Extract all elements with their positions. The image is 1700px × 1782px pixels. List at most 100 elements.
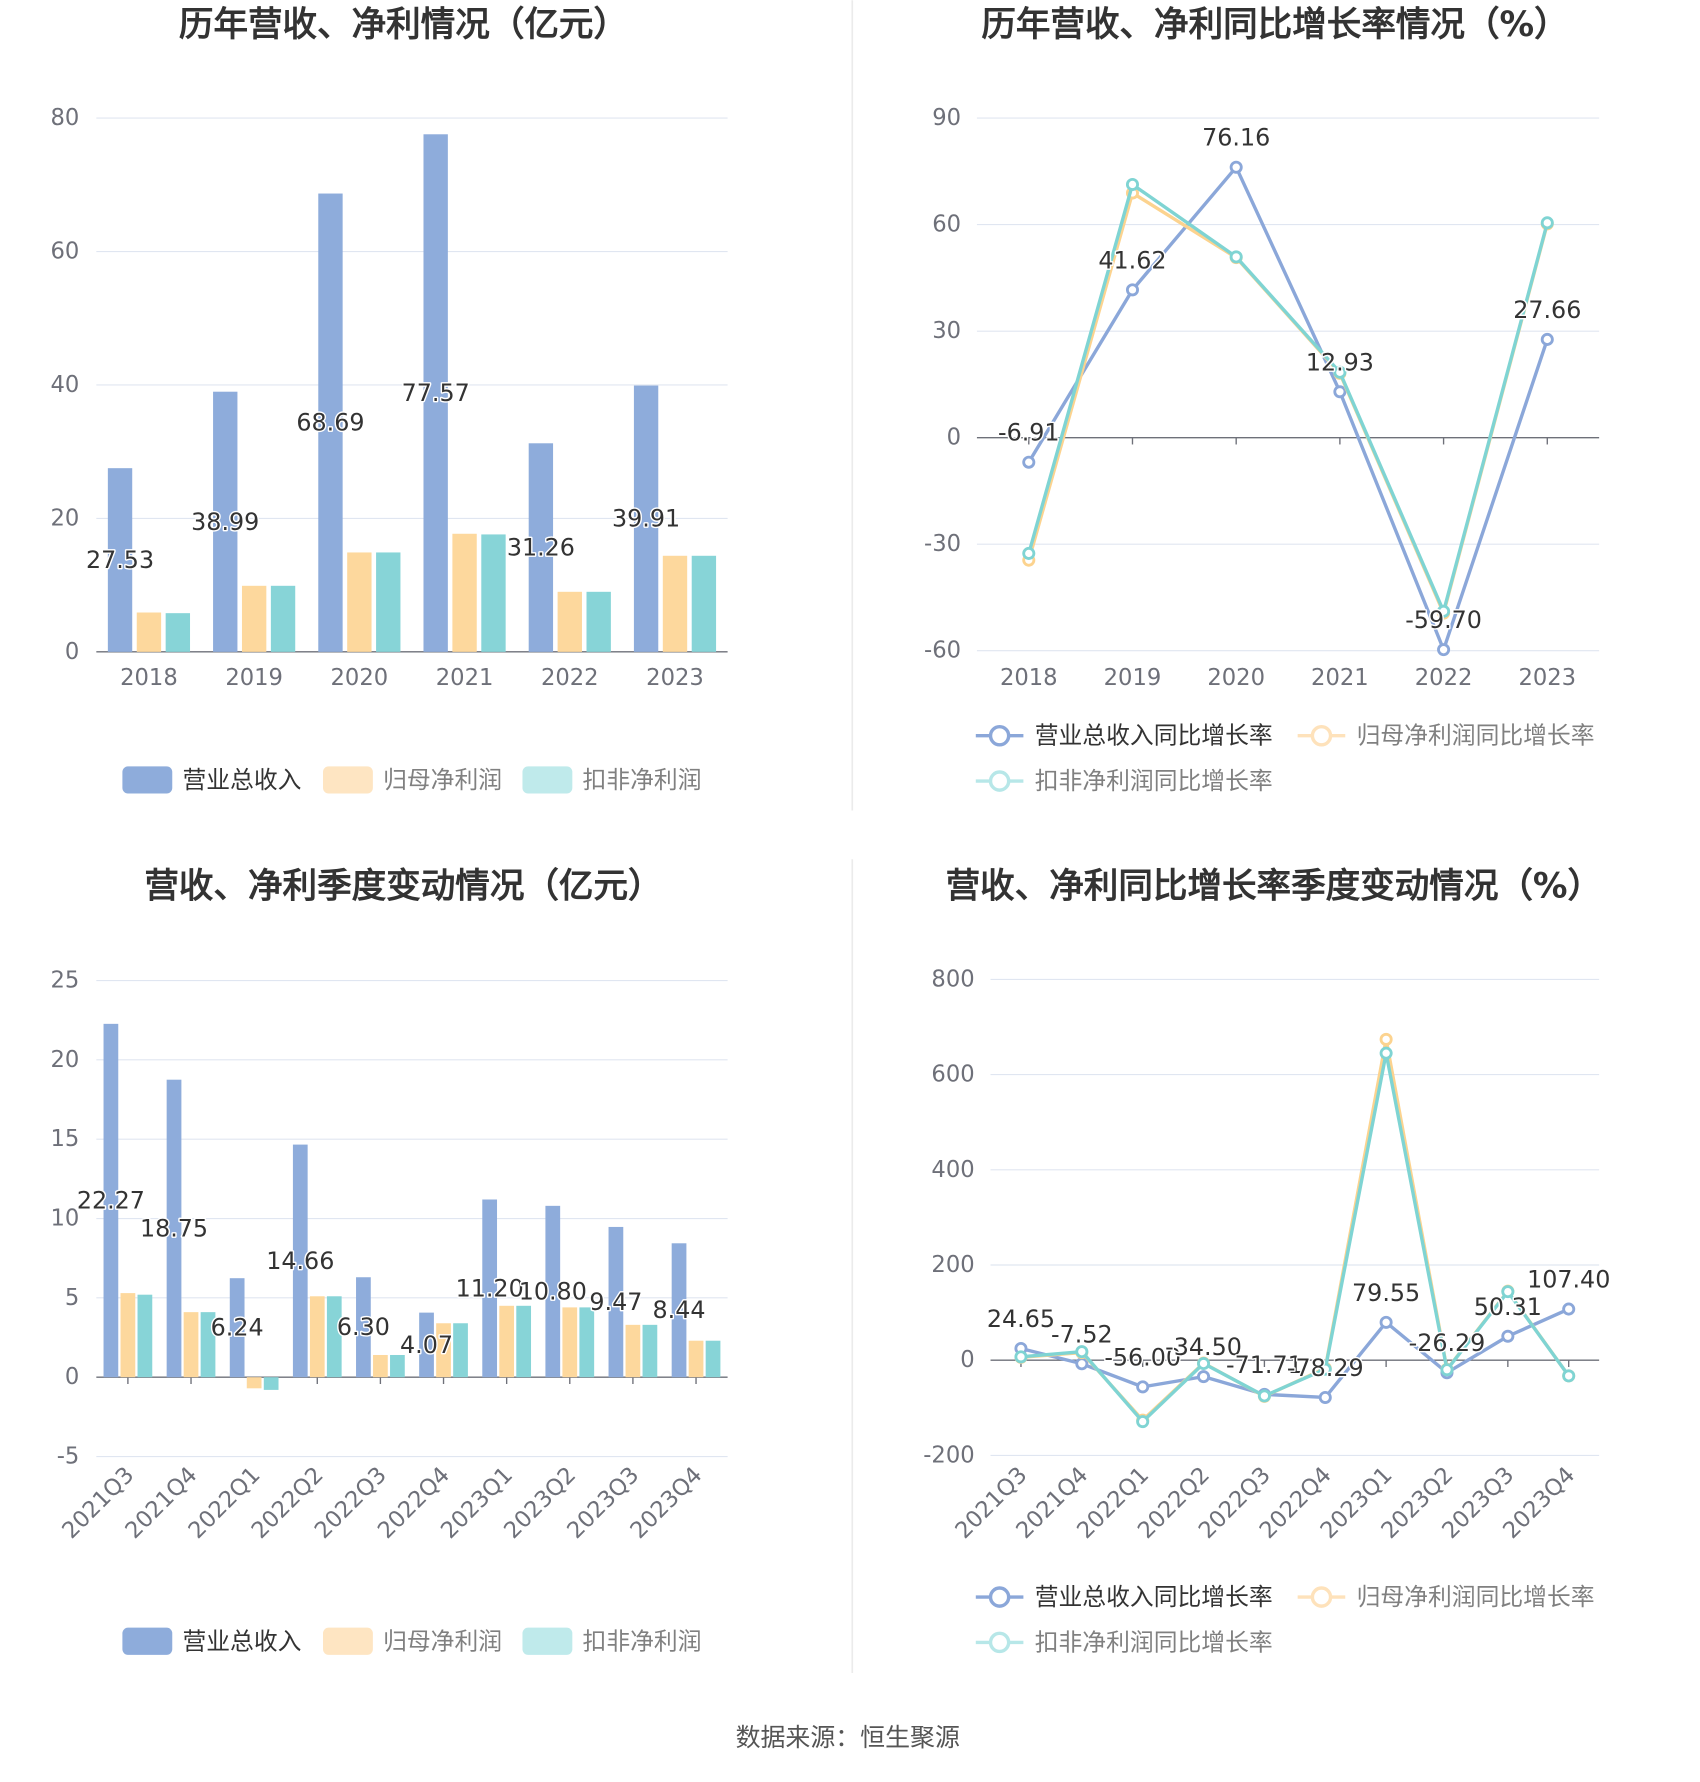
x-tick-label: 2020 — [1207, 665, 1265, 691]
y-tick-label: 0 — [960, 1347, 974, 1373]
legend-item-net-profit[interactable]: 归母净利润同比增长率 — [1297, 722, 1595, 750]
x-tick-label: 2022 — [541, 665, 599, 691]
legend-item-net-profit[interactable]: 归母净利润 — [323, 1627, 502, 1655]
x-tick-label: 2018 — [120, 665, 178, 691]
chart-title: 历年营收、净利同比增长率情况（%） — [981, 5, 1568, 45]
deducted-net-profit-growth-series — [1022, 177, 1554, 618]
legend-swatch — [122, 766, 173, 794]
revenue-growth-point — [1540, 332, 1554, 346]
net-profit-bar — [241, 585, 267, 652]
legend-label: 营业总收入 — [182, 766, 301, 794]
net-profit-bar-series — [136, 533, 688, 652]
net-profit-bar — [246, 1377, 262, 1389]
revenue-data-label: 27.53 — [86, 546, 154, 574]
legend-item-net-profit[interactable]: 归母净利润 — [323, 766, 502, 794]
y-tick-label: -200 — [923, 1442, 974, 1468]
revenue-growth-point — [1197, 1370, 1211, 1384]
net-profit-bar — [625, 1324, 641, 1378]
net-profit-bar-series — [120, 1293, 704, 1389]
revenue-data-label: 4.07 — [400, 1331, 453, 1359]
revenue-bar — [419, 1312, 434, 1378]
x-tick-label: 2021 — [1311, 665, 1369, 691]
y-tick-label: 20 — [50, 1047, 79, 1073]
x-tick-label: 2022 — [1415, 665, 1473, 691]
deducted-net-profit-bar-series — [165, 534, 717, 652]
annual-growth-rate-chart: 历年营收、净利同比增长率情况（%） -60 -30 0 30 60 90 2018 2019 2… — [924, 5, 1600, 795]
revenue-data-label: 18.75 — [140, 1214, 208, 1242]
deducted-net-profit-growth-point — [1318, 1362, 1332, 1376]
y-tick-label: -5 — [57, 1444, 80, 1470]
x-tick-label: 2023 — [646, 665, 704, 691]
legend-item-net-profit[interactable]: 归母净利润同比增长率 — [1297, 1583, 1595, 1611]
revenue-bar-series — [103, 1023, 687, 1378]
annual-revenue-profit-chart: 历年营收、净利情况（亿元） 0 20 40 60 80 2018 2019 2020 2021 2… — [50, 5, 728, 794]
net-profit-bar — [452, 533, 477, 652]
revenue-growth-line — [1020, 1307, 1570, 1400]
x-tick-label: 2019 — [225, 665, 283, 691]
net-profit-bar — [373, 1354, 388, 1378]
deducted-net-profit-bar-series — [137, 1294, 721, 1390]
y-tick-label: 5 — [65, 1285, 79, 1311]
revenue-data-label: -6.91 — [998, 419, 1060, 447]
y-tick-label: -60 — [924, 638, 961, 664]
legend-swatch — [522, 766, 573, 794]
y-tick-label: 200 — [931, 1252, 974, 1278]
legend: 营业总收入 归母净利润 扣非净利润 — [122, 1627, 702, 1655]
deducted-net-profit-bar — [516, 1305, 532, 1378]
legend-marker-icon — [988, 770, 1011, 792]
x-tick-label: 2019 — [1104, 665, 1162, 691]
axes: 0 20 40 60 80 2018 2019 2020 2021 2022 2023 — [50, 105, 728, 691]
revenue-data-label: -59.70 — [1405, 606, 1482, 634]
revenue-data-label: 107.40 — [1527, 1266, 1610, 1294]
legend-marker-icon — [988, 1586, 1011, 1608]
revenue-bar — [633, 385, 659, 652]
y-tick-label: -30 — [924, 531, 961, 557]
legend-item-deducted-net-profit[interactable]: 扣非净利润 — [522, 766, 702, 794]
deducted-net-profit-growth-line — [1020, 1051, 1571, 1424]
revenue-growth-point — [1022, 455, 1036, 469]
deducted-net-profit-bar — [200, 1312, 216, 1378]
revenue-data-label: 39.91 — [612, 505, 680, 533]
deducted-net-profit-bar — [453, 1323, 468, 1378]
revenue-data-label: -26.29 — [1409, 1329, 1486, 1357]
deducted-net-profit-growth-point — [1125, 177, 1139, 191]
legend-item-revenue[interactable]: 营业总收入 — [122, 1627, 301, 1655]
deducted-net-profit-growth-point — [1501, 1285, 1515, 1299]
revenue-bar — [318, 193, 343, 652]
revenue-data-label: 27.66 — [1513, 296, 1581, 324]
revenue-bar — [608, 1226, 624, 1378]
legend-item-revenue[interactable]: 营业总收入同比增长率 — [975, 1583, 1273, 1611]
legend-item-deducted-net-profit[interactable]: 扣非净利润同比增长率 — [975, 1628, 1273, 1656]
revenue-data-label: 12.93 — [1306, 348, 1374, 376]
legend-label: 归母净利润同比增长率 — [1357, 1583, 1595, 1611]
legend-item-deducted-net-profit[interactable]: 扣非净利润同比增长率 — [975, 767, 1273, 795]
legend-item-revenue[interactable]: 营业总收入 — [122, 766, 301, 794]
revenue-data-label: 31.26 — [507, 534, 575, 562]
deducted-net-profit-bar — [263, 1377, 279, 1390]
legend-label: 扣非净利润同比增长率 — [1035, 767, 1273, 795]
legend-swatch — [122, 1627, 173, 1655]
revenue-data-label: 41.62 — [1098, 246, 1166, 274]
revenue-bar — [545, 1205, 561, 1378]
legend: 营业总收入 归母净利润 扣非净利润 — [122, 766, 702, 794]
legend-item-revenue[interactable]: 营业总收入同比增长率 — [975, 722, 1273, 750]
x-tick-label: 2023 — [1518, 665, 1576, 691]
revenue-growth-point — [1562, 1302, 1576, 1316]
net-profit-bar — [136, 612, 162, 652]
revenue-data-label: -34.50 — [1165, 1333, 1242, 1361]
legend-label: 归母净利润 — [383, 766, 502, 794]
deducted-net-profit-bar — [137, 1294, 153, 1378]
revenue-growth-point — [1136, 1380, 1150, 1394]
net-profit-bar — [499, 1305, 515, 1378]
revenue-data-label: 14.66 — [266, 1247, 334, 1275]
legend-marker-icon — [988, 1631, 1011, 1654]
deducted-net-profit-bar — [376, 552, 401, 652]
deducted-net-profit-growth-point — [1562, 1369, 1576, 1383]
legend-label: 扣非净利润同比增长率 — [1035, 1628, 1273, 1656]
revenue-data-label: 8.44 — [653, 1296, 706, 1324]
revenue-data-label: -56.00 — [1104, 1343, 1181, 1371]
legend-label: 营业总收入 — [182, 1627, 301, 1655]
legend-item-deducted-net-profit[interactable]: 扣非净利润 — [522, 1627, 702, 1655]
